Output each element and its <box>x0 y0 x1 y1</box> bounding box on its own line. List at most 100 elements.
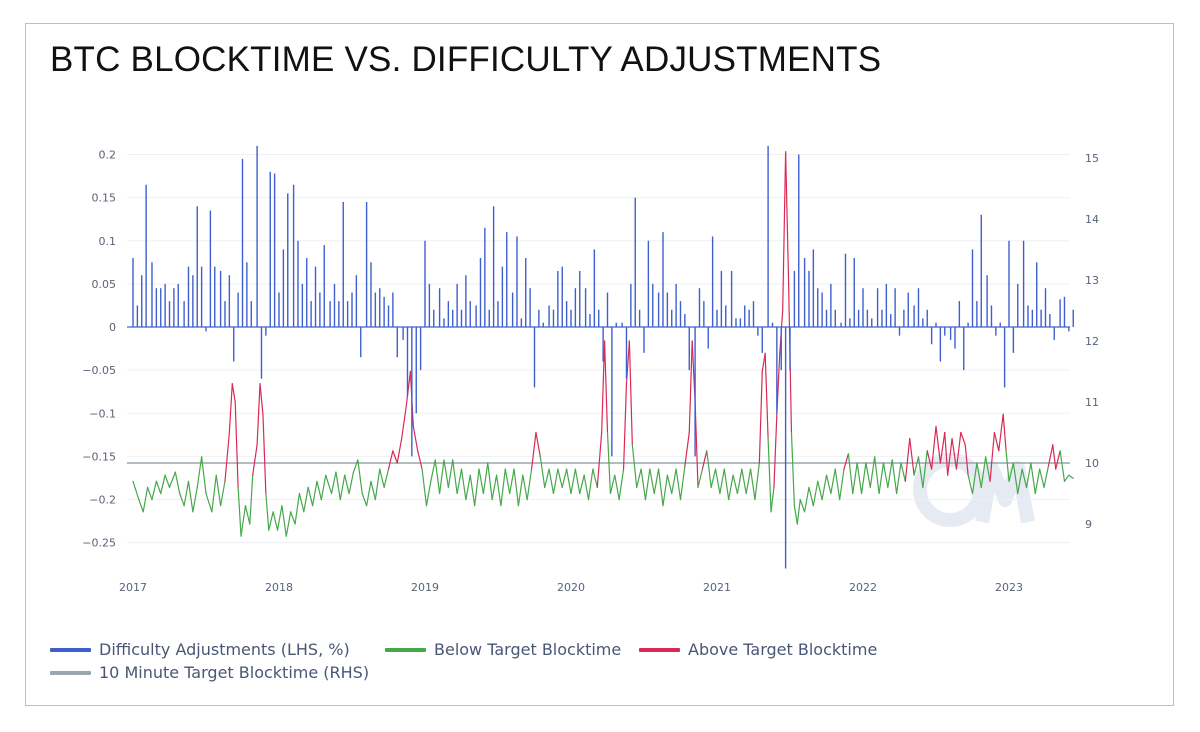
right-axis-ticks: 15 14 13 12 11 10 9 <box>1085 152 1099 531</box>
below-target-segment <box>1043 465 1050 488</box>
below-target-segment <box>714 468 721 495</box>
chart-title: BTC BLOCKTIME VS. DIFFICULTY ADJUSTMENTS <box>50 40 882 79</box>
below-target-segment <box>452 459 458 495</box>
above-target-segment <box>939 431 946 464</box>
below-target-segment <box>675 468 682 501</box>
below-target-segment <box>276 505 283 531</box>
below-target-segment <box>852 462 858 495</box>
legend-item-above[interactable]: Above Target Blocktime <box>639 640 877 659</box>
above-target-segment <box>960 431 966 446</box>
below-target-segment <box>500 468 506 507</box>
legend-swatch <box>385 647 426 652</box>
above-target-segment <box>601 340 606 434</box>
below-target-segment <box>976 462 982 488</box>
below-target-segment <box>847 453 854 495</box>
above-target-segment <box>993 431 1000 452</box>
below-target-segment <box>1012 462 1019 495</box>
below-target-segment <box>860 462 867 495</box>
below-target-segment <box>187 480 194 513</box>
legend-label: 10 Minute Target Blocktime (RHS) <box>99 663 370 682</box>
below-target-segment <box>240 505 247 537</box>
below-target-segment <box>985 456 991 482</box>
legend-item-below[interactable]: Below Target Blocktime <box>385 640 621 659</box>
below-target-segment <box>465 474 471 501</box>
above-target-segment <box>224 431 230 482</box>
x-tick-label: 2023 <box>995 581 1023 594</box>
below-target-segment <box>657 468 664 507</box>
below-target-segment <box>728 474 734 501</box>
below-target-segment <box>736 468 743 495</box>
below-target-segment <box>1025 462 1032 488</box>
legend-swatch <box>50 647 91 652</box>
below-target-segment <box>666 474 673 495</box>
below-target-segment <box>566 468 572 495</box>
below-target-segment <box>434 459 441 495</box>
below-target-segment <box>443 459 449 488</box>
below-target-segment <box>640 468 647 501</box>
right-tick-label: 10 <box>1085 457 1099 470</box>
below-target-segment <box>201 456 207 495</box>
below-target-segment <box>697 468 704 488</box>
below-target-segment <box>1068 474 1074 479</box>
below-target-segment <box>504 468 511 495</box>
below-target-segment <box>583 474 590 501</box>
above-target-segment <box>412 425 419 452</box>
below-target-segment <box>460 468 467 501</box>
below-target-segment <box>796 499 801 525</box>
above-target-segment <box>262 413 267 495</box>
below-target-segment <box>482 462 489 495</box>
below-target-segment <box>522 474 528 501</box>
below-target-segment <box>874 456 880 495</box>
below-target-segment <box>370 480 376 501</box>
above-target-segment <box>622 383 628 470</box>
below-target-segment <box>281 505 287 537</box>
below-target-segment <box>636 468 642 488</box>
below-target-segment <box>644 468 651 501</box>
below-target-segment <box>980 456 987 488</box>
above-target-segment <box>256 383 261 446</box>
below-target-segment <box>215 474 222 507</box>
below-target-segment <box>754 462 760 501</box>
above-target-segment <box>951 438 958 470</box>
above-target-segment <box>234 401 239 488</box>
legend-label: Above Target Blocktime <box>688 640 878 659</box>
below-target-segment <box>770 486 775 513</box>
below-target-segment <box>303 486 309 513</box>
below-target-segment <box>265 492 270 531</box>
below-target-segment <box>865 462 871 488</box>
below-target-segment <box>592 468 598 488</box>
below-target-segment <box>609 474 616 495</box>
above-target-segment <box>964 444 969 476</box>
above-target-segment <box>405 370 411 409</box>
below-target-segment <box>922 450 928 488</box>
legend-item-target[interactable]: 10 Minute Target Blocktime (RHS) <box>50 663 369 682</box>
below-target-segment <box>344 474 350 495</box>
below-target-segment <box>1039 468 1045 488</box>
below-target-segment <box>587 468 594 501</box>
below-target-segment <box>570 468 576 495</box>
above-target-segment <box>998 413 1004 452</box>
x-tick-label: 2018 <box>265 581 293 594</box>
below-target-segment <box>723 468 730 501</box>
below-target-segment <box>132 480 140 501</box>
above-target-segment <box>628 340 633 446</box>
below-target-segment <box>509 468 515 495</box>
below-target-segment <box>211 474 217 513</box>
chart-frame <box>25 23 1174 706</box>
x-tick-label: 2020 <box>557 581 585 594</box>
below-target-segment <box>706 450 712 488</box>
above-target-segment <box>785 151 790 281</box>
above-target-segment <box>701 450 708 470</box>
below-target-segment <box>439 459 445 495</box>
below-target-segment <box>1021 468 1028 488</box>
below-target-segment <box>679 465 686 501</box>
above-target-segment <box>926 450 933 470</box>
blocktime-series <box>132 151 1074 537</box>
legend-item-difficulty[interactable]: Difficulty Adjustments (LHS, %) <box>50 640 350 659</box>
below-target-segment <box>316 480 322 501</box>
left-tick-label: 0.05 <box>92 278 117 291</box>
above-target-segment <box>773 413 778 488</box>
above-target-segment <box>1047 444 1054 467</box>
left-tick-label: 0 <box>109 321 116 334</box>
